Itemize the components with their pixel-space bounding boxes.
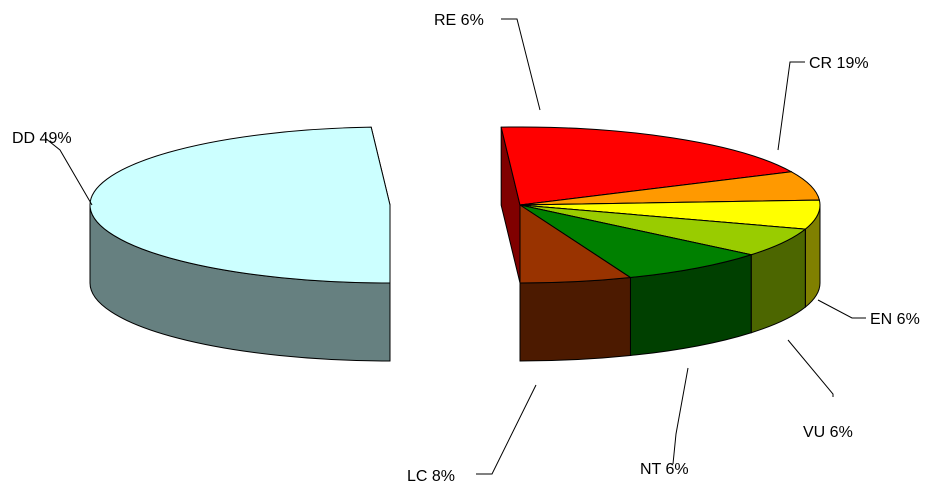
pie-slices (89, 126, 821, 362)
label-lc: LC 8% (407, 468, 455, 485)
slice-dd (89, 126, 391, 362)
label-re: RE 6% (434, 12, 484, 29)
leader-line-dd (44, 137, 93, 206)
label-cr: CR 19% (809, 55, 869, 72)
slice-cr-top (500, 126, 792, 206)
slice-lc-top (519, 204, 752, 279)
leader-lines (44, 18, 866, 475)
label-en: EN 6% (870, 311, 920, 328)
slice-re (519, 204, 631, 362)
leader-line-en (817, 299, 866, 319)
slice-re-top (519, 204, 631, 284)
label-nt: NT 6% (640, 461, 689, 478)
leader-line-cr (777, 61, 805, 151)
label-vu: VU 6% (803, 424, 853, 441)
leader-line-vu (787, 339, 834, 397)
leader-line-lc (476, 384, 537, 475)
leader-line-re (501, 18, 541, 111)
slice-dd-top (89, 126, 391, 284)
slice-labels: DD 49% RE 6% CR 19% EN 6% VU 6% NT 6% LC… (12, 12, 920, 485)
label-dd: DD 49% (12, 130, 72, 147)
slice-re-outer-wall-1 (519, 277, 631, 362)
leader-line-nt (672, 367, 689, 465)
